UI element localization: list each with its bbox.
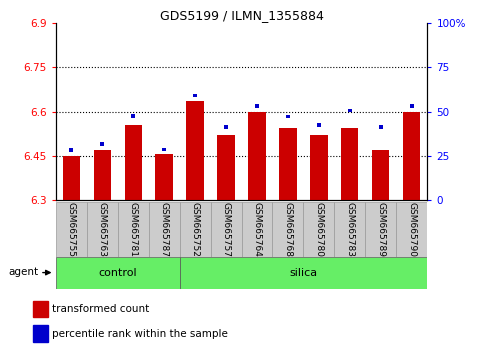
- Text: GSM665768: GSM665768: [284, 202, 293, 257]
- Bar: [348, 109, 353, 113]
- Bar: [130, 114, 135, 118]
- Bar: [341, 128, 358, 200]
- Text: transformed count: transformed count: [53, 304, 150, 314]
- Bar: [366, 202, 397, 257]
- Bar: [162, 148, 167, 152]
- Bar: [410, 104, 414, 108]
- Bar: [397, 202, 427, 257]
- Text: GSM665763: GSM665763: [98, 202, 107, 257]
- Bar: [186, 101, 203, 200]
- Text: percentile rank within the sample: percentile rank within the sample: [53, 329, 228, 338]
- Bar: [86, 202, 117, 257]
- Bar: [311, 135, 327, 200]
- Bar: [372, 150, 389, 200]
- Text: GSM665781: GSM665781: [128, 202, 138, 257]
- Bar: [272, 202, 303, 257]
- Bar: [193, 94, 198, 97]
- Text: GSM665757: GSM665757: [222, 202, 230, 257]
- Bar: [255, 104, 259, 108]
- Bar: [149, 202, 180, 257]
- Bar: [94, 150, 111, 200]
- Bar: [334, 202, 366, 257]
- Bar: [180, 257, 427, 289]
- Text: control: control: [98, 268, 137, 278]
- Text: GSM665789: GSM665789: [376, 202, 385, 257]
- Bar: [303, 202, 334, 257]
- Bar: [248, 112, 266, 200]
- Bar: [379, 125, 384, 129]
- Title: GDS5199 / ILMN_1355884: GDS5199 / ILMN_1355884: [159, 9, 324, 22]
- Text: GSM665787: GSM665787: [159, 202, 169, 257]
- Text: agent: agent: [8, 267, 39, 277]
- Bar: [224, 125, 228, 129]
- Bar: [125, 125, 142, 200]
- Bar: [280, 128, 297, 200]
- Text: GSM665783: GSM665783: [345, 202, 355, 257]
- Bar: [69, 148, 73, 152]
- Bar: [211, 202, 242, 257]
- Bar: [56, 202, 86, 257]
- Bar: [56, 257, 180, 289]
- Bar: [180, 202, 211, 257]
- Bar: [62, 156, 80, 200]
- Bar: [33, 301, 48, 317]
- Text: GSM665790: GSM665790: [408, 202, 416, 257]
- Bar: [316, 123, 321, 127]
- Text: GSM665755: GSM665755: [67, 202, 75, 257]
- Text: GSM665780: GSM665780: [314, 202, 324, 257]
- Bar: [117, 202, 149, 257]
- Bar: [403, 112, 421, 200]
- Bar: [217, 135, 235, 200]
- Bar: [285, 115, 290, 118]
- Bar: [242, 202, 272, 257]
- Bar: [33, 325, 48, 342]
- Text: GSM665764: GSM665764: [253, 202, 261, 257]
- Bar: [156, 154, 172, 200]
- Text: silica: silica: [289, 268, 317, 278]
- Text: GSM665752: GSM665752: [190, 202, 199, 257]
- Bar: [99, 143, 104, 146]
